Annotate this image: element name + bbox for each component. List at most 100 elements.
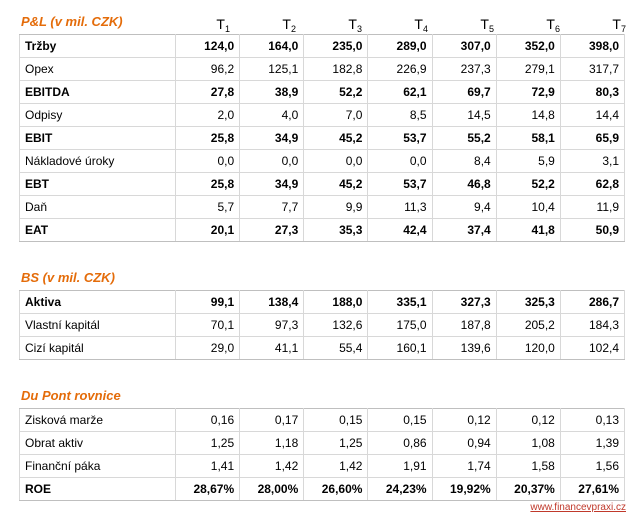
- value-cell: 70,1: [174, 313, 241, 337]
- value-cell: 325,3: [495, 290, 561, 314]
- value-cell: 289,0: [367, 34, 433, 58]
- value-cell: 7,7: [239, 195, 305, 219]
- table-row: EBIT 25,8 34,9 45,2 53,7 55,2 58,1 65,9: [19, 126, 626, 150]
- row-label: Opex: [19, 57, 176, 81]
- value-cell: 5,7: [174, 195, 241, 219]
- value-cell: 0,0: [174, 149, 241, 173]
- table-row: Opex 96,2 125,1 182,8 226,9 237,3 279,1 317,7: [19, 57, 626, 81]
- value-cell: 182,8: [303, 57, 369, 81]
- value-cell: 187,8: [431, 313, 497, 337]
- table-row: Tržby 124,0 164,0 235,0 289,0 307,0 352,0 398,0: [19, 34, 626, 58]
- value-cell: 27,3: [239, 218, 305, 242]
- value-cell: 20,37%: [495, 477, 561, 501]
- value-cell: 28,00%: [239, 477, 305, 501]
- row-label: EAT: [19, 218, 176, 242]
- value-cell: 226,9: [367, 57, 433, 81]
- value-cell: 0,0: [303, 149, 369, 173]
- value-cell: 9,9: [303, 195, 369, 219]
- period-header: T2: [282, 16, 296, 34]
- row-label: EBT: [19, 172, 176, 196]
- value-cell: 69,7: [431, 80, 497, 104]
- value-cell: 14,5: [431, 103, 497, 127]
- value-cell: 237,3: [431, 57, 497, 81]
- value-cell: 205,2: [495, 313, 561, 337]
- value-cell: 0,94: [431, 431, 497, 455]
- value-cell: 327,3: [431, 290, 497, 314]
- table-row: Cizí kapitál 29,0 41,1 55,4 160,1 139,6 120,0 1…: [19, 336, 626, 360]
- period-header: T4: [414, 16, 428, 34]
- value-cell: 53,7: [367, 172, 433, 196]
- value-cell: 52,2: [495, 172, 561, 196]
- table-row: EBT 25,8 34,9 45,2 53,7 46,8 52,2 62,8: [19, 172, 626, 196]
- value-cell: 0,16: [174, 408, 241, 432]
- value-cell: 1,25: [174, 431, 241, 455]
- table-row: EBITDA 27,8 38,9 52,2 62,1 69,7 72,9 80,3: [19, 80, 626, 104]
- value-cell: 14,8: [495, 103, 561, 127]
- period-header: T7: [612, 16, 626, 34]
- value-cell: 0,17: [239, 408, 305, 432]
- row-label: Obrat aktiv: [19, 431, 176, 455]
- row-label: Daň: [19, 195, 176, 219]
- table-row: Daň 5,7 7,7 9,9 11,3 9,4 10,4 11,9: [19, 195, 626, 219]
- value-cell: 0,13: [559, 408, 626, 432]
- row-label: EBIT: [19, 126, 176, 150]
- value-cell: 1,56: [559, 454, 626, 478]
- value-cell: 352,0: [495, 34, 561, 58]
- value-cell: 1,91: [367, 454, 433, 478]
- row-label: ROE: [19, 477, 176, 501]
- period-header: T1: [216, 16, 230, 34]
- value-cell: 1,74: [431, 454, 497, 478]
- value-cell: 3,1: [559, 149, 626, 173]
- value-cell: 28,67%: [174, 477, 241, 501]
- value-cell: 8,5: [367, 103, 433, 127]
- value-cell: 29,0: [174, 336, 241, 360]
- data-table: Tržby 124,0 164,0 235,0 289,0 307,0 352,0 398,0…: [19, 34, 626, 242]
- value-cell: 1,41: [174, 454, 241, 478]
- table-row: Aktiva 99,1 138,4 188,0 335,1 327,3 325,3 286,7: [19, 290, 626, 314]
- section-title: P&L (v mil. CZK): [21, 14, 123, 29]
- value-cell: 125,1: [239, 57, 305, 81]
- value-cell: 286,7: [559, 290, 626, 314]
- value-cell: 1,08: [495, 431, 561, 455]
- value-cell: 0,12: [495, 408, 561, 432]
- value-cell: 164,0: [239, 34, 305, 58]
- value-cell: 335,1: [367, 290, 433, 314]
- value-cell: 58,1: [495, 126, 561, 150]
- value-cell: 279,1: [495, 57, 561, 81]
- value-cell: 184,3: [559, 313, 626, 337]
- value-cell: 19,92%: [431, 477, 497, 501]
- table-row: Odpisy 2,0 4,0 7,0 8,5 14,5 14,8 14,4: [19, 103, 626, 127]
- value-cell: 26,60%: [303, 477, 369, 501]
- value-cell: 65,9: [559, 126, 626, 150]
- value-cell: 99,1: [174, 290, 241, 314]
- value-cell: 175,0: [367, 313, 433, 337]
- value-cell: 4,0: [239, 103, 305, 127]
- value-cell: 41,8: [495, 218, 561, 242]
- value-cell: 11,9: [559, 195, 626, 219]
- value-cell: 5,9: [495, 149, 561, 173]
- value-cell: 102,4: [559, 336, 626, 360]
- row-label: Finanční páka: [19, 454, 176, 478]
- value-cell: 20,1: [174, 218, 241, 242]
- value-cell: 0,15: [367, 408, 433, 432]
- value-cell: 1,18: [239, 431, 305, 455]
- value-cell: 45,2: [303, 172, 369, 196]
- row-label: Aktiva: [19, 290, 176, 314]
- value-cell: 55,4: [303, 336, 369, 360]
- source-link[interactable]: www.financevpraxi.cz: [530, 502, 626, 513]
- value-cell: 50,9: [559, 218, 626, 242]
- value-cell: 124,0: [174, 34, 241, 58]
- value-cell: 0,0: [367, 149, 433, 173]
- value-cell: 317,7: [559, 57, 626, 81]
- value-cell: 9,4: [431, 195, 497, 219]
- value-cell: 160,1: [367, 336, 433, 360]
- value-cell: 14,4: [559, 103, 626, 127]
- row-label: Tržby: [19, 34, 176, 58]
- data-table: Aktiva 99,1 138,4 188,0 335,1 327,3 325,3 286,7…: [19, 290, 626, 360]
- value-cell: 1,42: [239, 454, 305, 478]
- table-row: ROE 28,67% 28,00% 26,60% 24,23% 19,92% 20,37% 2…: [19, 477, 626, 501]
- row-label: EBITDA: [19, 80, 176, 104]
- value-cell: 45,2: [303, 126, 369, 150]
- value-cell: 53,7: [367, 126, 433, 150]
- value-cell: 1,58: [495, 454, 561, 478]
